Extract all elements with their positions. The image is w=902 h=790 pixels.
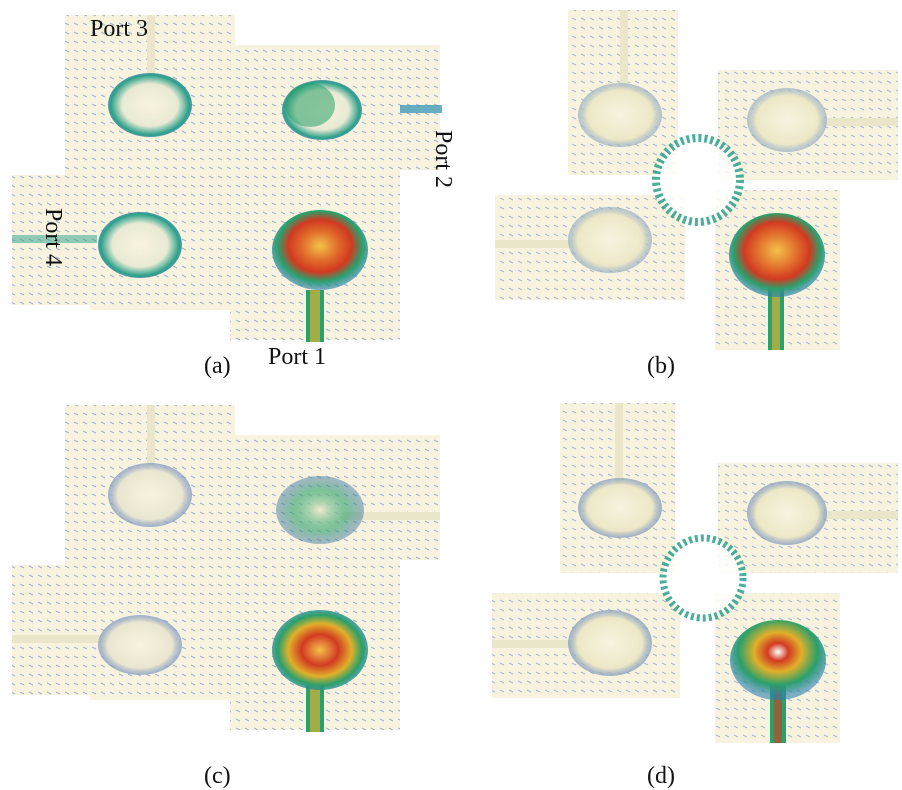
port2-label: Port 2 (430, 130, 456, 189)
port4-label: Port 4 (40, 208, 66, 267)
panel-d-caption: (d) (647, 763, 675, 789)
panel-c-field-plot (12, 405, 440, 732)
panel-b-caption: (b) (647, 353, 675, 379)
panel-a-field-plot (12, 15, 442, 342)
panel-c (10, 400, 450, 740)
panel-b (490, 5, 900, 355)
port3-label: Port 3 (90, 16, 149, 42)
panel-a: Port 3 Port 2 Port 4 Port 1 (10, 10, 456, 370)
panel-d (490, 398, 900, 748)
port1-label: Port 1 (268, 344, 327, 370)
panel-d-field-plot (492, 403, 898, 743)
panel-b-field-plot (495, 10, 898, 350)
panel-a-caption: (a) (204, 353, 231, 379)
panel-c-caption: (c) (204, 763, 231, 789)
